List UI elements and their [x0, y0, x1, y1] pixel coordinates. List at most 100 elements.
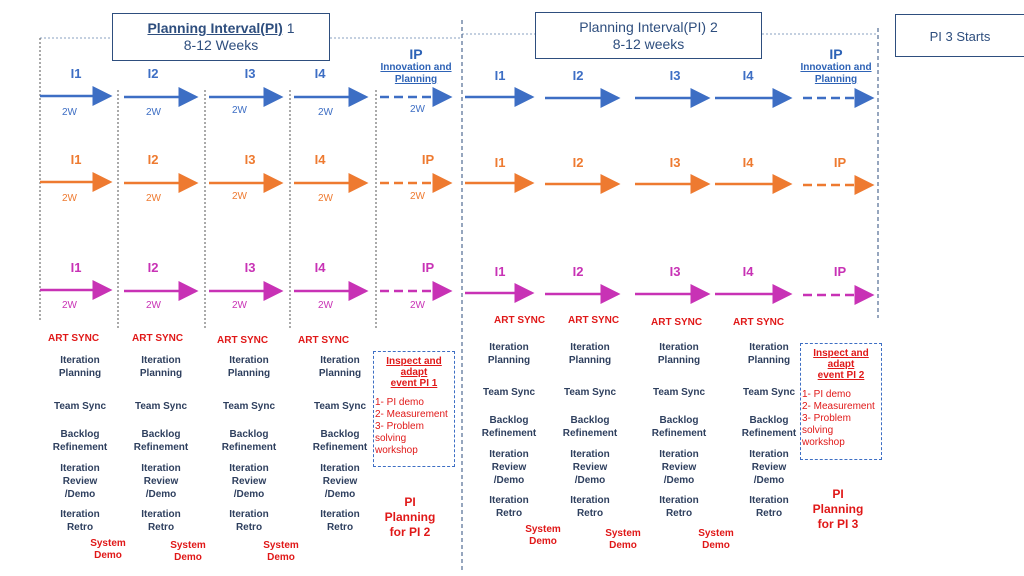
art-sync-pi2-i4: ART SYNC	[733, 317, 785, 328]
pi1-number: 1	[282, 20, 295, 36]
blue-label-pi2-i3: I3	[669, 68, 681, 83]
system-demo-2: System Demo	[170, 540, 206, 563]
backlog-refinement-col6: Backlog Refinement	[562, 415, 618, 439]
inspect-adapt-pi2-title: Inspect and adapt event PI 2	[813, 348, 869, 381]
orange-label-pi2-i3: I3	[669, 155, 681, 170]
orange-label-pi2-i2: I2	[572, 155, 584, 170]
iteration-planning-col2: Iteration Planning	[139, 355, 183, 379]
orange-duration-1: 2W	[62, 193, 77, 204]
team-sync-col5: Team Sync	[482, 387, 536, 398]
iteration-retro-col4: Iteration Retro	[320, 509, 360, 533]
iteration-planning-col3: Iteration Planning	[227, 355, 271, 379]
backlog-refinement-col5: Backlog Refinement	[481, 415, 537, 439]
orange-label-pi1-i4: I4	[314, 152, 326, 167]
backlog-refinement-col4: Backlog Refinement	[312, 429, 368, 453]
blue-label-pi1-i1: I1	[70, 66, 82, 81]
magenta-duration-4: 2W	[318, 300, 333, 311]
orange-label-pi2-ip: IP	[833, 155, 847, 170]
blue-label-pi1-i2: I2	[147, 66, 159, 81]
inspect-adapt-pi1-title: Inspect and adapt event PI 1	[386, 356, 442, 389]
magenta-duration-2: 2W	[146, 300, 161, 311]
blue-duration-4: 2W	[318, 107, 333, 118]
iteration-retro-col7: Iteration Retro	[659, 495, 699, 519]
inspect-adapt-pi2-box: Inspect and adapt event PI 2 1- PI demo 2…	[800, 343, 882, 460]
pi1-title-box: Planning Interval(PI) 1 8-12 Weeks	[112, 13, 330, 61]
iteration-retro-col2: Iteration Retro	[141, 509, 181, 533]
iteration-retro-col3: Iteration Retro	[229, 509, 269, 533]
ip-header-pi1: IP Innovation and Planning	[376, 46, 456, 86]
pi1-duration: 8-12 Weeks	[183, 37, 259, 53]
art-sync-pi2-i3: ART SYNC	[651, 317, 703, 328]
pi-planning-for-pi3: PI Planning for PI 3	[812, 487, 864, 531]
magenta-duration-5: 2W	[410, 300, 425, 311]
ip-header-pi2-sub2: Planning	[814, 74, 858, 85]
blue-label-pi1-i4: I4	[314, 66, 326, 81]
magenta-duration-3: 2W	[232, 300, 247, 311]
ip-header-pi1-label: IP	[409, 46, 423, 62]
team-sync-col1: Team Sync	[53, 401, 107, 412]
orange-duration-4: 2W	[318, 193, 333, 204]
ip-header-pi1-sub2: Planning	[394, 74, 438, 85]
team-sync-col8: Team Sync	[742, 387, 796, 398]
magenta-label-pi2-ip: IP	[833, 264, 847, 279]
system-demo-3: System Demo	[263, 540, 299, 563]
blue-label-pi2-i1: I1	[494, 68, 506, 83]
art-sync-pi2-i1: ART SYNC	[494, 315, 546, 326]
iteration-review-col1: Iteration Review/Demo	[60, 463, 100, 500]
art-sync-pi2-i2: ART SYNC	[568, 315, 620, 326]
inspect-adapt-pi2-items: 1- PI demo 2- Measurement 3- Problem sol…	[802, 389, 875, 448]
team-sync-col4: Team Sync	[313, 401, 367, 412]
iteration-retro-col1: Iteration Retro	[60, 509, 100, 533]
blue-label-pi2-i4: I4	[742, 68, 754, 83]
team-sync-col6: Team Sync	[563, 387, 617, 398]
orange-label-pi1-ip: IP	[421, 152, 435, 167]
system-demo-5: System Demo	[605, 528, 641, 551]
iteration-review-col3: Iteration Review/Demo	[229, 463, 269, 500]
backlog-refinement-col7: Backlog Refinement	[651, 415, 707, 439]
backlog-refinement-col8: Backlog Refinement	[741, 415, 797, 439]
magenta-label-pi2-i1: I1	[494, 264, 506, 279]
magenta-label-pi2-i3: I3	[669, 264, 681, 279]
pi1-title: Planning Interval(PI)	[147, 20, 283, 36]
iteration-planning-col7: Iteration Planning	[657, 342, 701, 366]
backlog-refinement-col2: Backlog Refinement	[133, 429, 189, 453]
iteration-review-col4: Iteration Review/Demo	[320, 463, 360, 500]
inspect-adapt-pi1-box: Inspect and adapt event PI 1 1- PI demo 2…	[373, 351, 455, 467]
system-demo-1: System Demo	[90, 538, 126, 561]
iteration-retro-col6: Iteration Retro	[570, 495, 610, 519]
iteration-review-col8: Iteration Review/Demo	[749, 449, 789, 486]
inspect-adapt-pi1-items: 1- PI demo 2- Measurement 3- Problem sol…	[375, 397, 448, 456]
art-sync-pi1-i1: ART SYNC	[48, 333, 100, 344]
team-sync-col3: Team Sync	[222, 401, 276, 412]
iteration-review-col7: Iteration Review/Demo	[659, 449, 699, 486]
pi3-box: PI 3 Starts	[895, 14, 1024, 57]
ip-header-pi2-sub1: Innovation and	[800, 62, 872, 73]
magenta-label-pi2-i2: I2	[572, 264, 584, 279]
system-demo-4: System Demo	[525, 524, 561, 547]
art-sync-pi1-i2: ART SYNC	[132, 333, 184, 344]
art-sync-pi1-i3: ART SYNC	[217, 335, 269, 346]
blue-label-pi2-i2: I2	[572, 68, 584, 83]
ip-header-pi2-label: IP	[829, 46, 843, 62]
magenta-label-pi2-i4: I4	[742, 264, 754, 279]
orange-label-pi1-i3: I3	[244, 152, 256, 167]
iteration-planning-col6: Iteration Planning	[568, 342, 612, 366]
pi2-title: Planning Interval(PI) 2	[579, 19, 718, 35]
iteration-review-col6: Iteration Review/Demo	[570, 449, 610, 486]
iteration-review-col5: Iteration Review/Demo	[489, 449, 529, 486]
team-sync-col2: Team Sync	[134, 401, 188, 412]
pi-planning-for-pi2: PI Planning for PI 2	[384, 495, 436, 539]
iteration-planning-col1: Iteration Planning	[58, 355, 102, 379]
magenta-label-pi1-i4: I4	[314, 260, 326, 275]
orange-label-pi2-i4: I4	[742, 155, 754, 170]
magenta-duration-1: 2W	[62, 300, 77, 311]
pi2-duration: 8-12 weeks	[612, 36, 685, 52]
iteration-planning-col8: Iteration Planning	[747, 342, 791, 366]
art-sync-pi1-i4: ART SYNC	[298, 335, 350, 346]
magenta-label-pi1-i1: I1	[70, 260, 82, 275]
iteration-planning-col4: Iteration Planning	[318, 355, 362, 379]
orange-duration-2: 2W	[146, 193, 161, 204]
pi2-title-box: Planning Interval(PI) 2 8-12 weeks	[535, 12, 762, 59]
orange-label-pi1-i1: I1	[70, 152, 82, 167]
